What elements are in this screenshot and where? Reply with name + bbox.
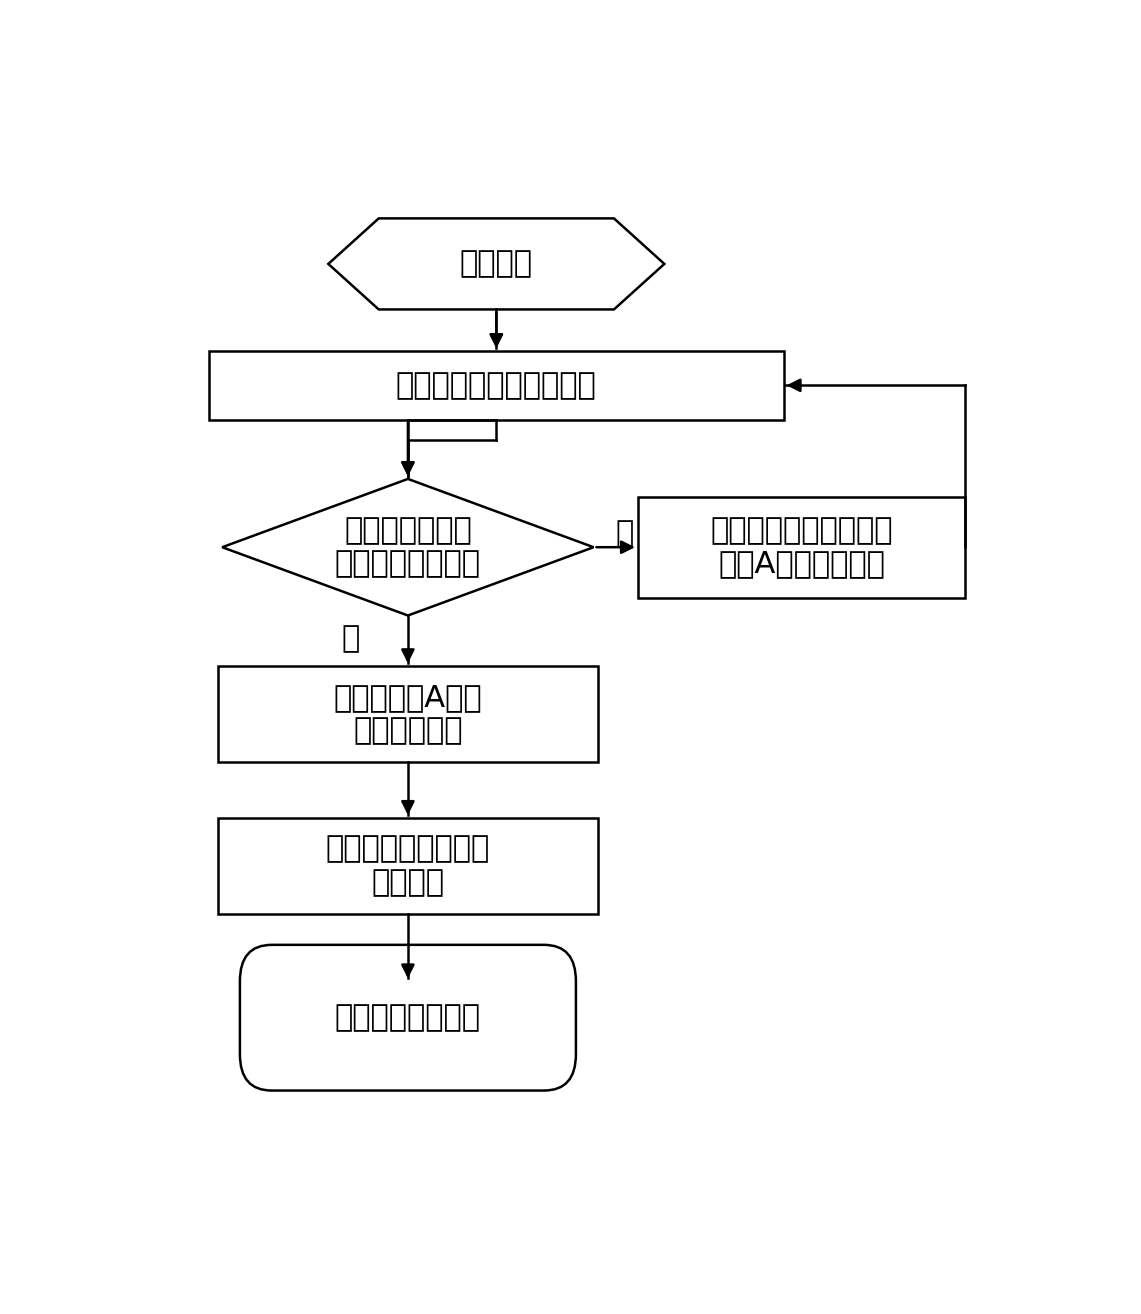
- Bar: [638, 497, 965, 598]
- Text: 是: 是: [341, 624, 359, 653]
- FancyBboxPatch shape: [240, 945, 576, 1091]
- Polygon shape: [329, 218, 664, 310]
- Text: 给工位一自身发送消息
小车A在工位一等待: 给工位一自身发送消息 小车A在工位一等待: [710, 516, 892, 578]
- Text: 工位一小车A向前
移动到工位二: 工位一小车A向前 移动到工位二: [333, 683, 483, 745]
- Bar: [218, 666, 598, 762]
- Text: 循环前移一个工位: 循环前移一个工位: [335, 1003, 480, 1033]
- Bar: [209, 351, 784, 419]
- Bar: [218, 817, 598, 915]
- Text: 工位二给工位一发送
延迟消息: 工位二给工位一发送 延迟消息: [326, 834, 489, 897]
- Text: 否: 否: [615, 519, 633, 548]
- Text: 工位二接收消息
当前工位是否为空: 工位二接收消息 当前工位是否为空: [335, 516, 480, 578]
- Text: 工位一给工位二发送消息: 工位一给工位二发送消息: [396, 371, 597, 399]
- Text: 停车等待: 停车等待: [460, 250, 533, 279]
- Polygon shape: [222, 478, 593, 615]
